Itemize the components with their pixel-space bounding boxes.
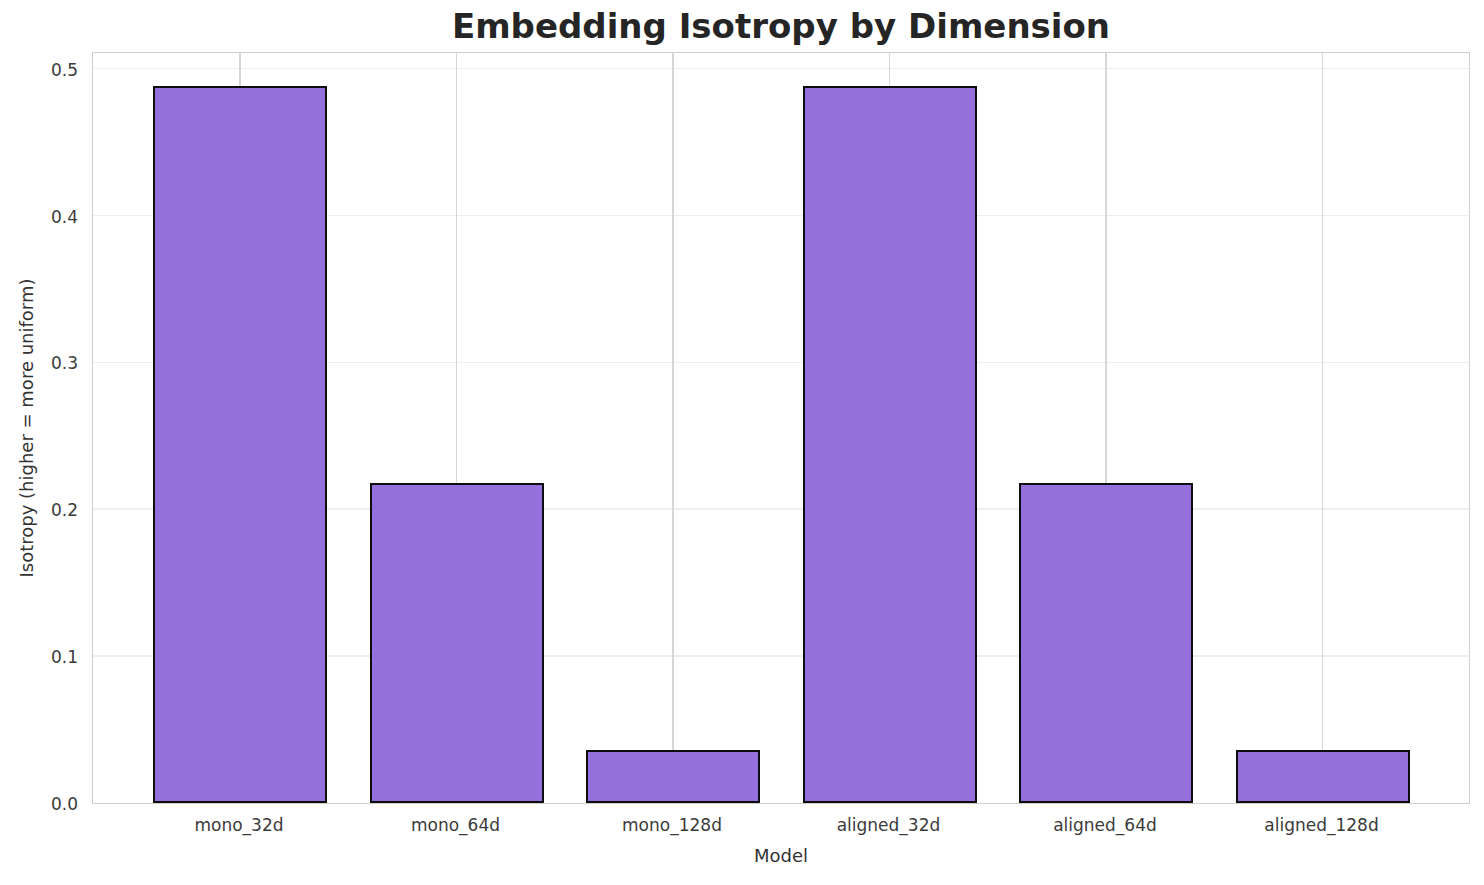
x-tick-label: aligned_32d bbox=[781, 814, 997, 836]
bar-mono_128d bbox=[586, 750, 760, 803]
x-axis-label: Model bbox=[92, 845, 1470, 867]
x-tick-label: aligned_64d bbox=[997, 814, 1213, 836]
y-axis-label: Isotropy (higher = more uniform) bbox=[16, 279, 37, 578]
x-tick-label: mono_32d bbox=[131, 814, 347, 836]
y-tick-label: 0.4 bbox=[0, 206, 78, 228]
x-tick-label: aligned_128d bbox=[1214, 814, 1430, 836]
y-tick-label: 0.0 bbox=[0, 793, 78, 815]
plot-area bbox=[92, 52, 1470, 804]
vertical-gridline bbox=[672, 53, 674, 803]
y-tick-label: 0.3 bbox=[0, 352, 78, 374]
vertical-gridline bbox=[1322, 53, 1324, 803]
bar-mono_32d bbox=[153, 86, 327, 803]
bar-aligned_32d bbox=[803, 86, 977, 803]
y-tick-label: 0.5 bbox=[0, 59, 78, 81]
bar-aligned_64d bbox=[1019, 483, 1193, 803]
x-tick-label: mono_64d bbox=[348, 814, 564, 836]
chart-title: Embedding Isotropy by Dimension bbox=[92, 6, 1470, 46]
bar-mono_64d bbox=[370, 483, 544, 803]
horizontal-gridline bbox=[93, 68, 1469, 70]
bar-aligned_128d bbox=[1236, 750, 1410, 803]
bar-chart-figure: Embedding Isotropy by Dimension Isotropy… bbox=[0, 0, 1484, 885]
x-tick-label: mono_128d bbox=[564, 814, 780, 836]
y-tick-label: 0.2 bbox=[0, 499, 78, 521]
y-tick-label: 0.1 bbox=[0, 646, 78, 668]
